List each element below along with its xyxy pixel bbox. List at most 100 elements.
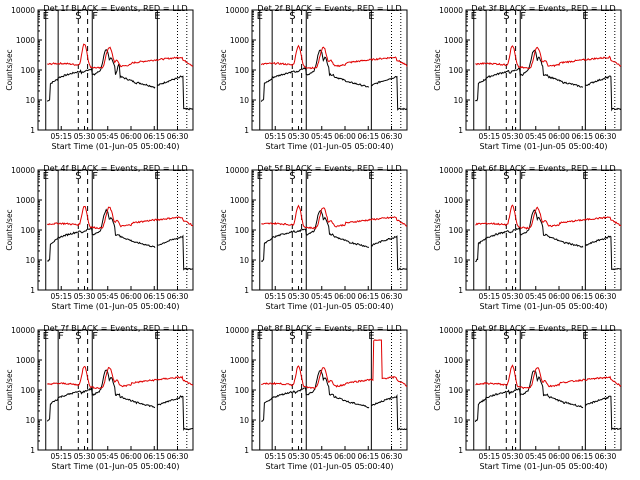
- x-tick-label: 06:30: [595, 452, 617, 461]
- y-tick-label: 1000: [230, 36, 249, 45]
- marker-label: S: [503, 331, 509, 342]
- x-axis-label: Start Time (01-Jun-05 05:00:40): [266, 462, 394, 471]
- x-tick-label: 06:15: [357, 292, 379, 301]
- marker-label: S: [289, 171, 295, 182]
- marker-label: S: [75, 171, 81, 182]
- marker-label: S: [289, 11, 295, 22]
- y-tick-label: 1000: [444, 36, 463, 45]
- marker-label: E: [257, 11, 263, 22]
- x-axis-label: Start Time (01-Jun-05 05:00:40): [480, 302, 608, 311]
- x-tick-label: 05:45: [311, 292, 333, 301]
- events-series-line: [475, 209, 622, 271]
- x-tick-label: 06:30: [167, 292, 189, 301]
- marker-label: E: [43, 331, 49, 342]
- y-tick-label: 1: [30, 446, 35, 455]
- x-tick-label: 05:45: [525, 292, 547, 301]
- x-tick-label: 05:30: [288, 132, 310, 141]
- x-tick-label: 06:30: [167, 452, 189, 461]
- y-tick-label: 10: [453, 96, 463, 105]
- marker-label: E: [43, 11, 49, 22]
- panel-title: Det 6f BLACK = Events, RED = LLD: [471, 163, 615, 173]
- plot-frame: [37, 329, 194, 451]
- x-tick-label: 06:15: [357, 452, 379, 461]
- x-tick-label: 06:30: [595, 132, 617, 141]
- x-tick-label: 06:30: [167, 132, 189, 141]
- x-tick-label: 06:00: [334, 132, 356, 141]
- y-tick-label: 1: [244, 126, 249, 135]
- y-tick-label: 10000: [439, 6, 463, 15]
- chart-panel-9: Det 9f BLACK = Events, RED = LLD 1 10 100 10…: [433, 323, 622, 471]
- y-tick-label: 10000: [439, 166, 463, 175]
- x-tick-label: 05:15: [50, 452, 72, 461]
- marker-label: E: [154, 11, 160, 22]
- lld-series-line: [475, 364, 622, 390]
- x-tick-label: 05:30: [74, 132, 96, 141]
- y-tick-label: 10: [25, 416, 35, 425]
- marker-label: F: [92, 171, 98, 182]
- y-tick-label: 10: [25, 256, 35, 265]
- y-tick-label: 100: [21, 66, 36, 75]
- y-tick-label: 10: [239, 96, 249, 105]
- y-tick-label: 1: [244, 446, 249, 455]
- y-tick-label: 10000: [439, 326, 463, 335]
- y-tick-label: 100: [449, 226, 464, 235]
- x-tick-label: 05:45: [525, 452, 547, 461]
- panel-title: Det 1f BLACK = Events, RED = LLD: [43, 3, 187, 13]
- y-tick-label: 10000: [225, 326, 249, 335]
- panel-title: Det 3f BLACK = Events, RED = LLD: [471, 3, 615, 13]
- marker-label: F: [520, 331, 526, 342]
- events-series-line: [475, 49, 622, 112]
- plot-frame: [251, 9, 408, 131]
- marker-label: S: [75, 331, 81, 342]
- marker-label: E: [368, 11, 374, 22]
- marker-label: E: [43, 171, 49, 182]
- y-tick-label: 10000: [225, 166, 249, 175]
- marker-label: E: [471, 171, 477, 182]
- events-series-line: [261, 369, 408, 431]
- x-tick-label: 05:30: [502, 452, 524, 461]
- x-axis-label: Start Time (01-Jun-05 05:00:40): [480, 142, 608, 151]
- chart-panel-3: Det 3f BLACK = Events, RED = LLD 1 10 100 10…: [433, 3, 622, 151]
- x-tick-label: 05:45: [97, 132, 119, 141]
- x-tick-label: 05:15: [264, 452, 286, 461]
- panel-title: Det 9f BLACK = Events, RED = LLD: [471, 323, 615, 333]
- marker-label: E: [582, 11, 588, 22]
- y-tick-label: 10000: [11, 326, 35, 335]
- lld-series-line: [47, 365, 194, 389]
- plot-frame: [37, 169, 194, 291]
- y-tick-label: 10: [239, 256, 249, 265]
- chart-panel-7: Det 7f BLACK = Events, RED = LLD 1 10 100 10…: [5, 323, 194, 471]
- lld-series-line: [47, 205, 194, 230]
- x-tick-label: 05:45: [311, 452, 333, 461]
- marker-label: E: [257, 171, 263, 182]
- chart-panel-5: Det 5f BLACK = Events, RED = LLD 1 10 100 10…: [219, 163, 408, 311]
- panel-title: Det 8f BLACK = Events, RED = LLD: [257, 323, 401, 333]
- x-tick-label: 06:15: [143, 292, 165, 301]
- marker-label: F: [92, 11, 98, 22]
- chart-panel-1: Det 1f BLACK = Events, RED = LLD 1 10 100 10…: [5, 3, 194, 151]
- x-tick-label: 05:30: [502, 292, 524, 301]
- x-axis-label: Start Time (01-Jun-05 05:00:40): [52, 142, 180, 151]
- x-tick-label: 06:15: [571, 452, 593, 461]
- chart-panel-8: Det 8f BLACK = Events, RED = LLD 1 10 100 10…: [219, 323, 408, 471]
- y-tick-label: 1000: [16, 196, 35, 205]
- y-axis-label: Counts/sec: [219, 209, 228, 250]
- x-tick-label: 05:15: [264, 132, 286, 141]
- x-tick-label: 05:30: [288, 292, 310, 301]
- x-tick-label: 06:15: [357, 132, 379, 141]
- y-tick-label: 1000: [16, 36, 35, 45]
- x-tick-label: 05:15: [478, 292, 500, 301]
- x-tick-label: 06:00: [120, 132, 142, 141]
- events-series-line: [474, 370, 622, 431]
- marker-label: F: [306, 331, 312, 342]
- marker-label: E: [582, 171, 588, 182]
- x-tick-label: 06:30: [595, 292, 617, 301]
- x-axis-label: Start Time (01-Jun-05 05:00:40): [480, 462, 608, 471]
- y-tick-label: 10000: [225, 6, 249, 15]
- x-tick-label: 06:00: [548, 132, 570, 141]
- marker-label: E: [471, 11, 477, 22]
- chart-panel-6: Det 6f BLACK = Events, RED = LLD 1 10 100 10…: [433, 163, 622, 311]
- y-tick-label: 100: [21, 386, 36, 395]
- x-axis-label: Start Time (01-Jun-05 05:00:40): [52, 462, 180, 471]
